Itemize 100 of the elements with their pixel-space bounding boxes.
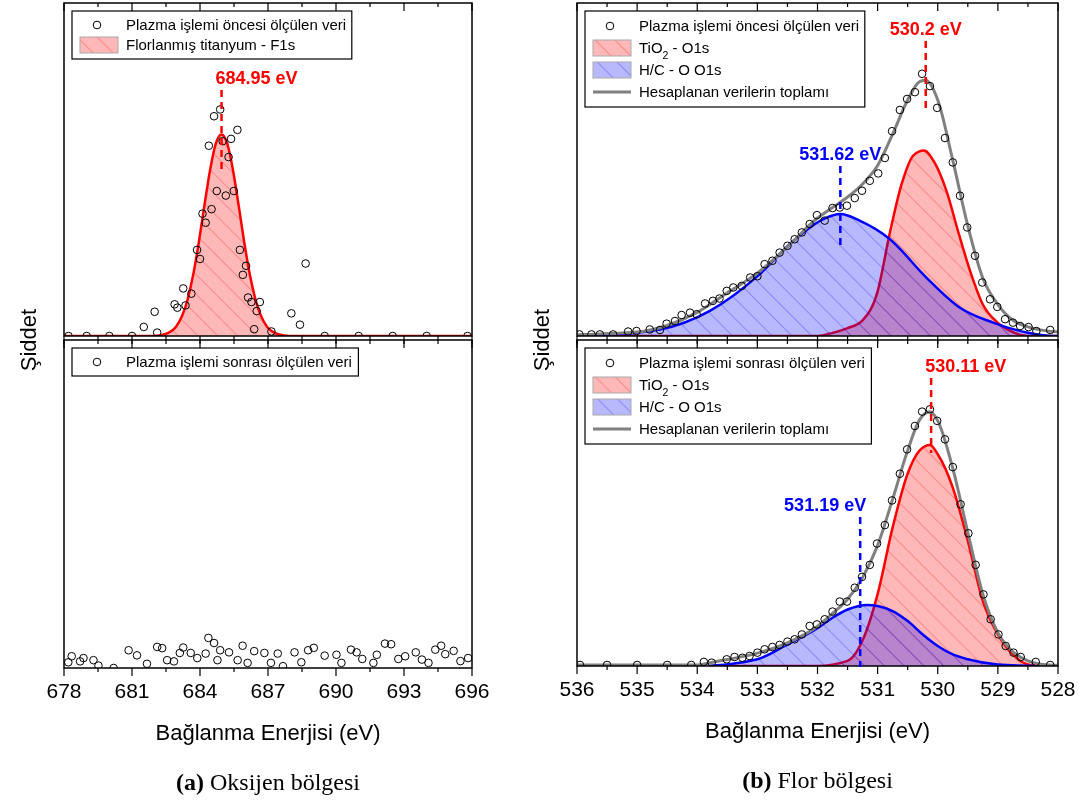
- point: [956, 499, 965, 509]
- point: [994, 630, 1003, 639]
- point: [768, 256, 777, 266]
- point: [753, 271, 762, 281]
- point: [394, 654, 403, 664]
- point: [887, 496, 897, 505]
- point: [233, 655, 242, 665]
- point: [1009, 648, 1018, 657]
- point: [812, 620, 822, 629]
- point: [692, 309, 701, 319]
- point: [303, 645, 313, 655]
- point: [247, 297, 256, 307]
- point: [198, 209, 207, 218]
- point: [729, 283, 738, 292]
- point: [940, 435, 950, 444]
- point: [64, 657, 73, 667]
- x-tick-label: 696: [454, 679, 490, 702]
- point: [632, 326, 641, 336]
- point: [790, 635, 799, 644]
- point: [449, 646, 458, 656]
- point: [985, 294, 995, 304]
- point: [215, 105, 225, 114]
- point: [238, 270, 248, 280]
- point: [910, 87, 920, 97]
- point: [346, 645, 356, 654]
- point: [386, 639, 396, 649]
- point: [850, 583, 860, 593]
- point: [925, 405, 935, 414]
- point: [948, 462, 958, 472]
- point: [715, 294, 724, 303]
- point: [730, 652, 739, 662]
- legend-label: TiO$_{2}$ - O1s: [639, 376, 710, 398]
- point: [207, 204, 216, 214]
- point: [828, 203, 837, 213]
- point: [287, 309, 296, 318]
- point: [842, 201, 852, 210]
- point: [132, 651, 142, 660]
- point: [797, 630, 807, 639]
- point: [424, 658, 433, 668]
- point: [783, 637, 792, 646]
- point: [1016, 652, 1026, 662]
- point: [192, 245, 202, 255]
- point: [820, 216, 830, 225]
- point: [753, 648, 762, 657]
- point: [828, 607, 837, 616]
- point: [970, 251, 980, 261]
- point: [169, 657, 179, 666]
- x-tick-label: 535: [619, 677, 655, 700]
- point: [700, 299, 710, 308]
- x-tick-label: 681: [114, 679, 150, 702]
- point: [430, 645, 440, 654]
- point: [255, 297, 265, 307]
- point: [181, 301, 190, 310]
- point: [417, 655, 427, 664]
- point: [224, 648, 234, 657]
- point: [235, 245, 245, 255]
- point: [152, 328, 162, 336]
- point: [178, 284, 188, 293]
- point: [162, 655, 172, 665]
- point: [195, 254, 205, 264]
- point: [357, 654, 367, 664]
- point: [805, 621, 814, 631]
- point: [857, 186, 867, 196]
- point: [260, 648, 269, 658]
- point: [173, 303, 182, 312]
- point: [301, 259, 310, 268]
- point: [267, 327, 276, 336]
- point: [157, 643, 167, 653]
- point: [221, 191, 231, 200]
- point: [655, 325, 665, 335]
- point: [857, 572, 867, 582]
- point: [932, 416, 942, 426]
- point: [175, 648, 185, 658]
- point: [224, 152, 233, 162]
- point: [295, 320, 305, 329]
- point: [226, 134, 236, 144]
- point: [463, 653, 472, 663]
- legend-label: Hesaplanan verilerin toplamı: [639, 83, 830, 100]
- x-tick-label: 687: [250, 679, 286, 702]
- point: [1000, 314, 1010, 324]
- point: [842, 597, 852, 606]
- text: (b) Flor bölgesi: [742, 767, 894, 793]
- point: [152, 642, 162, 652]
- point: [805, 219, 814, 229]
- point: [243, 293, 253, 302]
- point: [249, 646, 259, 656]
- legend-label: H/C - O O1s: [639, 61, 722, 78]
- point: [887, 126, 897, 136]
- x-tick-label: 528: [1040, 677, 1076, 700]
- point: [722, 286, 732, 296]
- point: [662, 319, 671, 328]
- point: [992, 302, 1002, 312]
- point: [400, 651, 410, 661]
- point: [436, 641, 446, 651]
- x-axis-title: Bağlanma Enerjisi (eV): [705, 718, 930, 743]
- point: [768, 642, 777, 652]
- point: [790, 234, 799, 244]
- point: [209, 638, 219, 648]
- point: [917, 407, 927, 416]
- text: (a) Oksijen bölgesi: [176, 769, 361, 795]
